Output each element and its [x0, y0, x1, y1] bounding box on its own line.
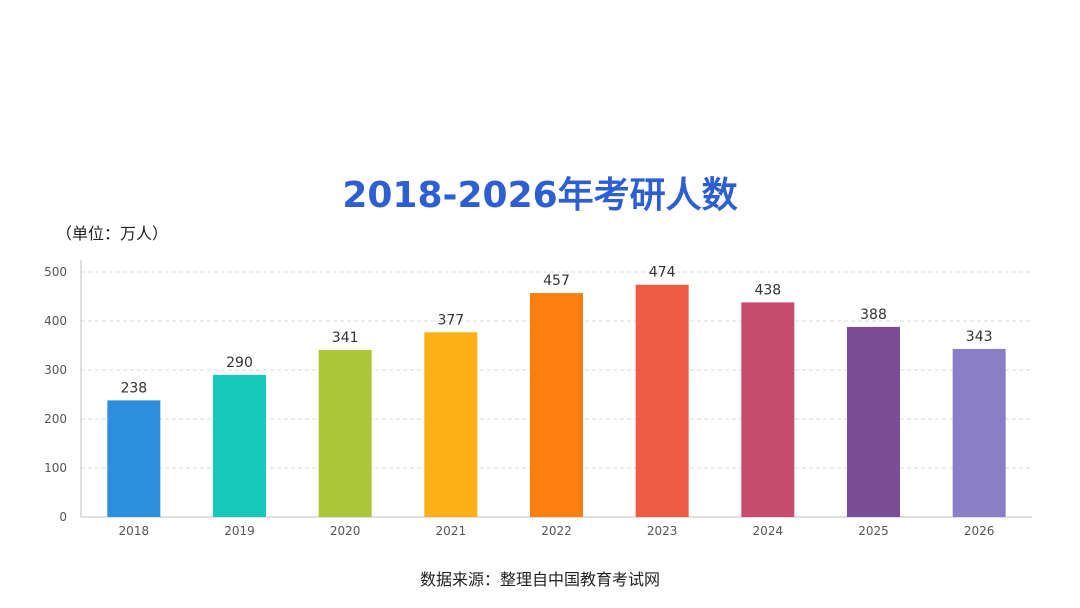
y-tick-label: 400	[44, 314, 67, 328]
x-tick-label-2021: 2021	[436, 524, 467, 538]
y-tick-label: 100	[44, 461, 67, 475]
x-axis: 2018 2019 2020 2021 2022 2023 2024 2025 2026	[81, 516, 1032, 538]
bar-2024	[741, 302, 795, 517]
bar-2020	[318, 349, 372, 517]
x-tick-label-2024: 2024	[753, 524, 784, 538]
y-tick-label: 200	[44, 412, 67, 426]
unit-note: （单位：万人）	[56, 224, 169, 243]
x-tick-label-2020: 2020	[330, 524, 361, 538]
data-label-2025: 388	[860, 307, 887, 323]
data-label-2021: 377	[437, 312, 464, 328]
x-tick-label-2018: 2018	[119, 524, 150, 538]
data-label-2026: 343	[966, 329, 993, 345]
x-tick-label-2025: 2025	[858, 524, 889, 538]
data-label-2020: 341	[332, 330, 359, 346]
y-tick-label: 500	[44, 265, 67, 279]
x-tick-label-2022: 2022	[541, 524, 572, 538]
value-labels: 238 290 341 377 457 474 438 388 343	[120, 265, 992, 397]
bar-2018	[107, 400, 161, 517]
x-tick-label-2026: 2026	[964, 524, 995, 538]
y-tick-label: 300	[44, 363, 67, 377]
bars	[107, 284, 1006, 517]
bar-chart: 0 100 200 300 400 500 2018 2019 2020 2021 2022 202…	[44, 260, 1032, 538]
bar-2026	[952, 348, 1006, 517]
data-label-2023: 474	[649, 265, 676, 281]
x-tick-label-2019: 2019	[224, 524, 255, 538]
bar-2025	[847, 326, 900, 517]
data-label-2024: 438	[754, 282, 781, 298]
data-label-2018: 238	[120, 380, 147, 396]
bar-2021	[424, 332, 478, 517]
data-label-2022: 457	[543, 273, 570, 289]
y-axis: 0 100 200 300 400 500	[44, 260, 82, 524]
data-label-2019: 290	[226, 355, 253, 371]
x-tick-label-2023: 2023	[647, 524, 678, 538]
bar-2022	[530, 293, 583, 517]
source-note: 数据来源：整理自中国教育考试网	[419, 570, 660, 589]
chart-title: 2018-2026年考研人数	[342, 175, 738, 216]
bar-2019	[213, 374, 266, 517]
y-tick-label: 0	[59, 510, 67, 524]
bar-2023	[635, 284, 689, 517]
